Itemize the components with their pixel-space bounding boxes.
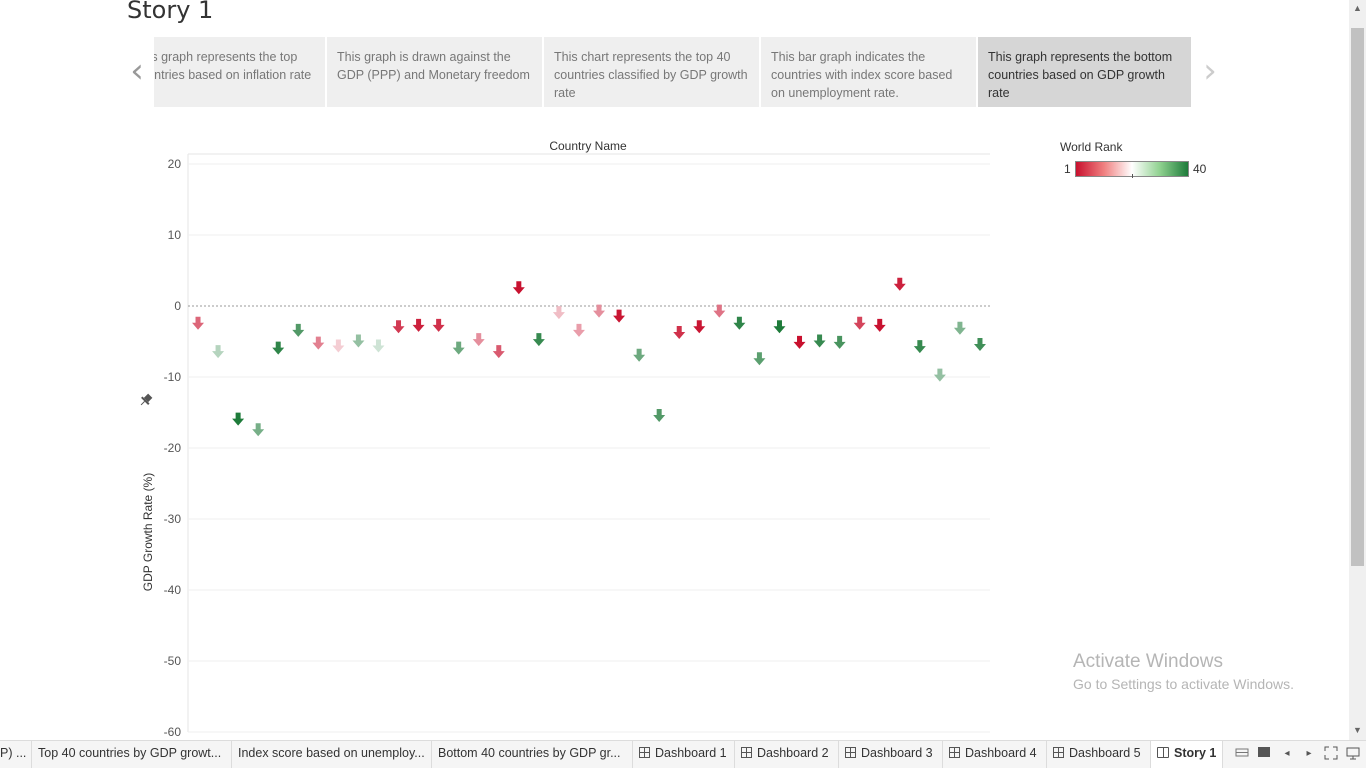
legend-max-label: 40 <box>1193 162 1207 176</box>
data-point-arrow[interactable] <box>232 412 245 426</box>
dashboard-icon <box>639 747 650 758</box>
next-sheet-icon[interactable]: ▸ <box>1306 748 1312 759</box>
tab-sheet-partial[interactable]: P) ... <box>0 741 32 768</box>
filmstrip-view-icon[interactable] <box>1234 746 1250 762</box>
data-point-arrow[interactable] <box>352 334 365 348</box>
data-point-arrow[interactable] <box>953 321 966 335</box>
data-point-arrow[interactable] <box>773 320 786 334</box>
data-point-arrow[interactable] <box>212 345 225 359</box>
story-navigator: This graph represents the top countries … <box>154 37 1193 107</box>
presentation-icon[interactable] <box>1345 746 1361 762</box>
watermark-title: Activate Windows <box>1073 651 1223 672</box>
data-point-arrow[interactable] <box>873 318 886 332</box>
tab-dashboard-4[interactable]: Dashboard 4 <box>943 741 1047 768</box>
data-point-arrow[interactable] <box>593 304 606 318</box>
data-point-arrow[interactable] <box>432 318 445 332</box>
data-point-arrow[interactable] <box>653 409 666 423</box>
data-point-arrow[interactable] <box>753 352 766 366</box>
y-tick-label: -50 <box>164 654 182 668</box>
tab-index-score-unemployment[interactable]: Index score based on unemploy... <box>232 741 432 768</box>
chart-title: Country Name <box>549 139 627 153</box>
story-point-2[interactable]: This graph is drawn against the GDP (PPP… <box>327 37 544 107</box>
data-point-arrow[interactable] <box>332 339 345 353</box>
story-title: Story 1 <box>127 0 214 24</box>
data-point-arrow[interactable] <box>853 316 866 330</box>
data-point-arrow[interactable] <box>933 368 946 382</box>
data-point-arrow[interactable] <box>492 345 505 359</box>
data-point-arrow[interactable] <box>833 335 846 349</box>
data-point-arrow[interactable] <box>392 320 405 334</box>
chevron-right-icon[interactable]: › <box>1203 51 1217 91</box>
y-tick-label: -60 <box>164 725 182 739</box>
data-point-arrow[interactable] <box>893 277 906 291</box>
data-point-arrow[interactable] <box>572 323 585 337</box>
vertical-scrollbar[interactable]: ▲ ▼ <box>1349 0 1366 740</box>
data-point-arrow[interactable] <box>793 335 806 349</box>
data-point-arrow[interactable] <box>372 339 385 353</box>
y-tick-label: -20 <box>164 441 182 455</box>
y-tick-label: 0 <box>174 299 181 313</box>
tab-story-1[interactable]: Story 1 <box>1151 741 1223 768</box>
data-point-arrow[interactable] <box>272 341 285 355</box>
scroll-thumb[interactable] <box>1351 28 1364 566</box>
data-point-arrow[interactable] <box>192 316 205 330</box>
y-tick-label: -30 <box>164 512 182 526</box>
chevron-left-icon[interactable]: ‹ <box>130 51 144 91</box>
data-point-arrow[interactable] <box>913 340 926 354</box>
data-point-arrow[interactable] <box>312 336 325 350</box>
pin-icon[interactable] <box>138 392 154 408</box>
y-tick-label: 10 <box>168 228 182 242</box>
data-point-arrow[interactable] <box>512 281 525 295</box>
data-point-arrow[interactable] <box>252 423 265 437</box>
watermark-subtitle: Go to Settings to activate Windows. <box>1073 676 1294 692</box>
data-point-arrow[interactable] <box>633 348 646 362</box>
data-point-arrow[interactable] <box>532 333 545 347</box>
story-point-5-active[interactable]: This graph represents the bottom countri… <box>978 37 1193 107</box>
prev-sheet-icon[interactable]: ◂ <box>1284 748 1290 759</box>
data-point-arrow[interactable] <box>292 323 305 337</box>
data-point-arrow[interactable] <box>452 341 465 355</box>
data-point-arrow[interactable] <box>693 320 706 334</box>
legend-title: World Rank <box>1060 140 1123 154</box>
tab-bottom-40-gdp-growth[interactable]: Bottom 40 countries by GDP gr... <box>432 741 633 768</box>
tabs-view-icon[interactable] <box>1256 746 1272 762</box>
tab-dashboard-2[interactable]: Dashboard 2 <box>735 741 839 768</box>
legend-min-label: 1 <box>1064 162 1071 176</box>
dashboard-icon <box>845 747 856 758</box>
story-point-3[interactable]: This chart represents the top 40 countri… <box>544 37 761 107</box>
dashboard-icon <box>741 747 752 758</box>
story-icon <box>1157 747 1169 758</box>
tab-dashboard-3[interactable]: Dashboard 3 <box>839 741 943 768</box>
fullscreen-icon[interactable] <box>1323 746 1339 762</box>
gdp-growth-chart: Country Name GDP Growth Rate (%) 20 10 0 -1… <box>138 139 990 739</box>
data-point-arrow[interactable] <box>472 333 485 347</box>
data-point-arrow[interactable] <box>733 316 746 330</box>
data-point-arrow[interactable] <box>713 304 726 318</box>
y-tick-label: -40 <box>164 583 182 597</box>
story-point-1[interactable]: This graph represents the top countries … <box>154 37 327 107</box>
dashboard-icon <box>1053 747 1064 758</box>
data-point-arrow[interactable] <box>552 306 565 320</box>
y-tick-label: -10 <box>164 370 182 384</box>
y-tick-label: 20 <box>168 157 182 171</box>
data-point-arrow[interactable] <box>412 318 425 332</box>
data-point-arrow[interactable] <box>673 325 686 339</box>
tab-dashboard-5[interactable]: Dashboard 5 <box>1047 741 1151 768</box>
y-axis-label: GDP Growth Rate (%) <box>141 473 155 591</box>
dashboard-icon <box>949 747 960 758</box>
data-point-arrow[interactable] <box>973 338 986 352</box>
story-point-4[interactable]: This bar graph indicates the countries w… <box>761 37 978 107</box>
data-point-arrow[interactable] <box>613 309 626 323</box>
tab-top-40-gdp-growth[interactable]: Top 40 countries by GDP growt... <box>32 741 232 768</box>
tab-dashboard-1[interactable]: Dashboard 1 <box>633 741 735 768</box>
legend-midpoint-tick <box>1132 174 1133 178</box>
scroll-up-icon[interactable]: ▲ <box>1353 3 1362 13</box>
scroll-down-icon[interactable]: ▼ <box>1353 725 1362 735</box>
data-point-arrow[interactable] <box>813 334 826 348</box>
sheet-tab-bar: P) ... Top 40 countries by GDP growt... … <box>0 740 1366 768</box>
